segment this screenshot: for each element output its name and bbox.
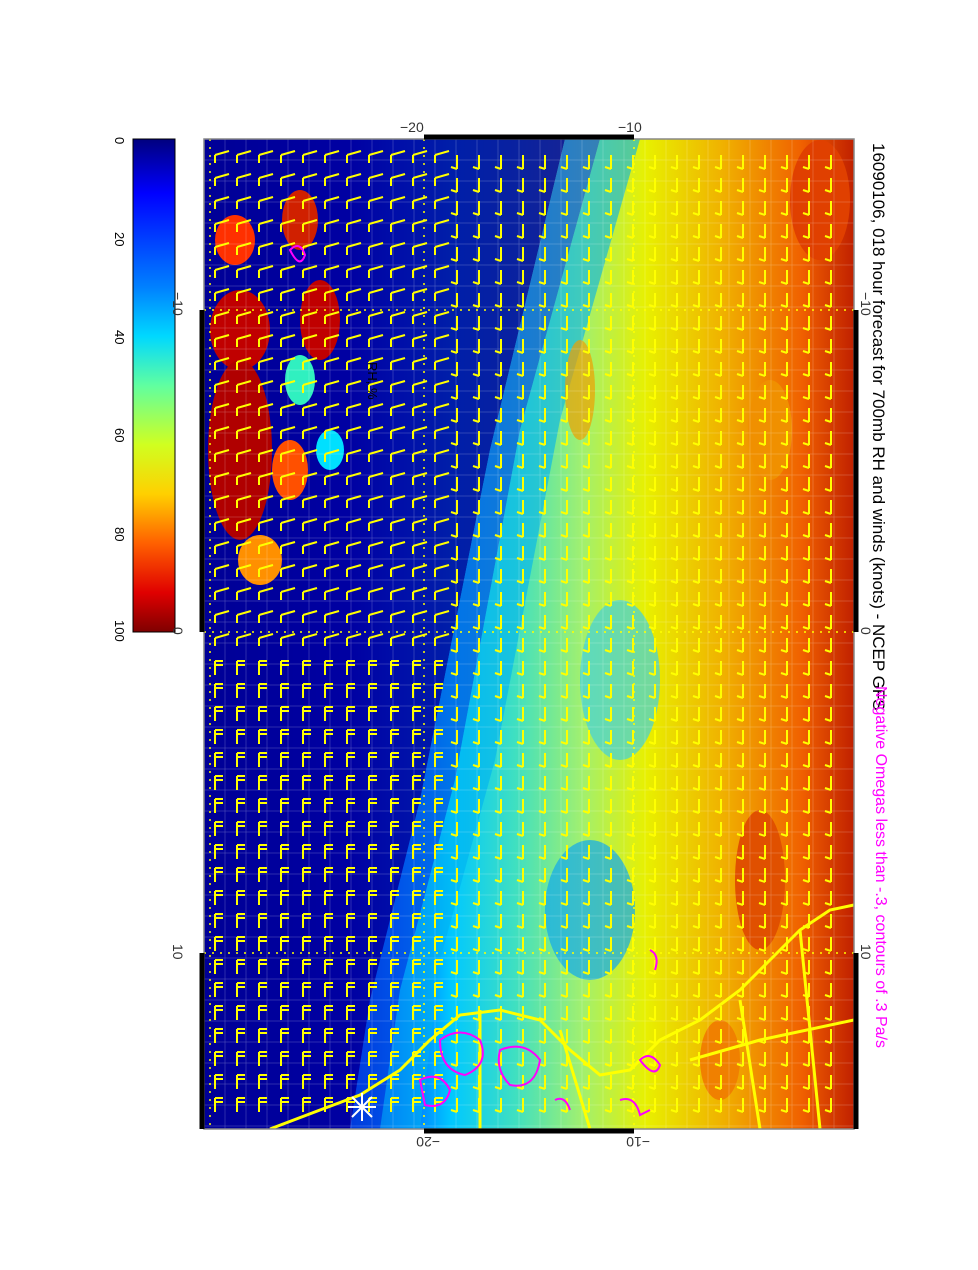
wind-barbs <box>214 150 832 1113</box>
colorbar-label: RH, % <box>365 362 380 400</box>
colorbar-tick-60: 60 <box>112 428 127 443</box>
colorbar-tick-100: 100 <box>112 620 127 642</box>
top-lon-label-1: −20 <box>400 119 424 135</box>
coastline <box>269 903 854 1129</box>
grid-lines <box>204 139 854 1129</box>
top-lon-label-2: −10 <box>618 119 642 135</box>
left-lat-label-2: 0 <box>170 627 186 635</box>
left-lat-label-1: −10 <box>170 292 186 316</box>
colorbar-tick-80: 80 <box>112 527 127 542</box>
colorbar-tick-20: 20 <box>112 232 127 247</box>
bottom-lon-label-1: −20 <box>416 1134 440 1150</box>
frame-ticks <box>199 134 859 1134</box>
omega-contours <box>288 245 662 1117</box>
map-title: 16090106, 018 hour forecast for 700mb RH… <box>869 143 888 711</box>
map-subtitle: Negative Omegas less than -.3, contours … <box>872 686 889 1048</box>
bottom-lon-label-2: −10 <box>626 1134 650 1150</box>
map-field <box>204 139 854 1129</box>
colorbar-tick-0: 0 <box>112 137 127 145</box>
location-marker <box>348 1093 376 1121</box>
colorbar-tick-40: 40 <box>112 330 127 345</box>
left-lat-label-3: 10 <box>170 944 186 960</box>
colorbar <box>132 138 176 633</box>
